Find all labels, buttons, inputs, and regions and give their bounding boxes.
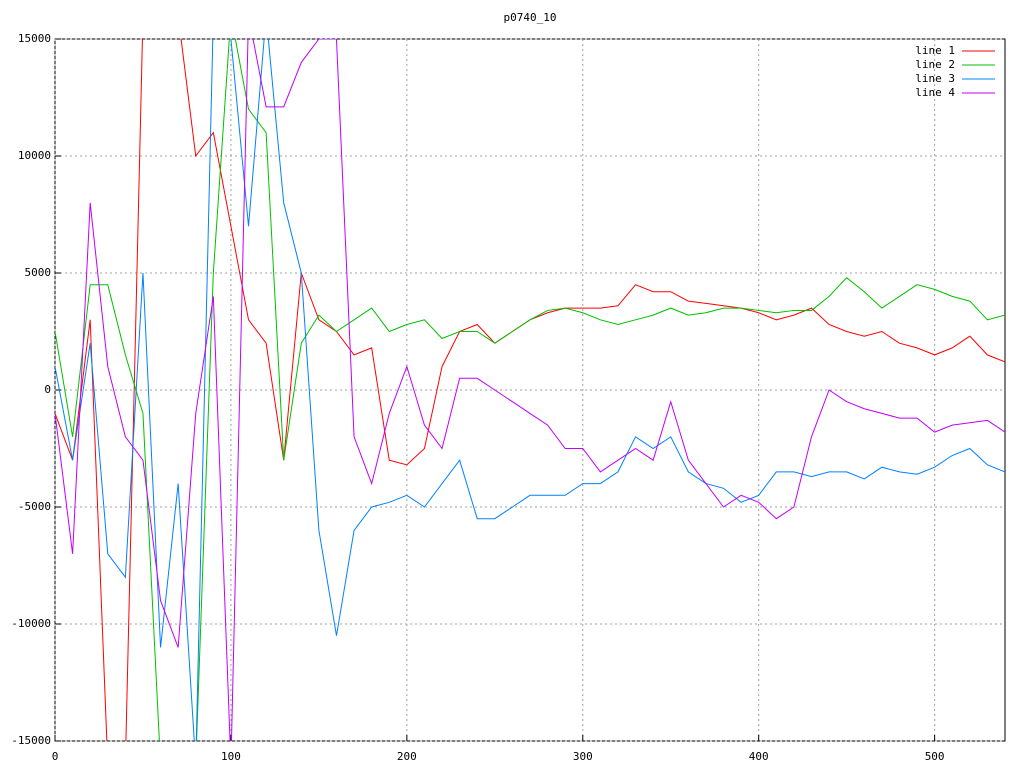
plot-area <box>55 39 1005 741</box>
y-tick-label: -10000 <box>11 617 51 630</box>
x-tick-label: 300 <box>573 750 593 763</box>
y-tick-label: 5000 <box>25 266 52 279</box>
data-line <box>55 39 1005 741</box>
x-tick-label: 500 <box>925 750 945 763</box>
y-tick-label: -15000 <box>11 734 51 747</box>
y-tick-label: 10000 <box>18 149 51 162</box>
y-tick-label: 0 <box>44 383 51 396</box>
y-tick-label: 15000 <box>18 32 51 45</box>
legend-label: line 1 <box>915 44 955 57</box>
x-tick-label: 0 <box>52 750 59 763</box>
y-tick-label: -5000 <box>18 500 51 513</box>
legend-label: line 2 <box>915 58 955 71</box>
x-tick-label: 400 <box>749 750 769 763</box>
x-tick-label: 100 <box>221 750 241 763</box>
legend-label: line 3 <box>915 72 955 85</box>
legend-label: line 4 <box>915 86 955 99</box>
data-line <box>55 39 1005 741</box>
x-tick-label: 200 <box>397 750 417 763</box>
chart-title: p0740_10 <box>504 11 557 24</box>
data-line <box>55 39 1005 741</box>
